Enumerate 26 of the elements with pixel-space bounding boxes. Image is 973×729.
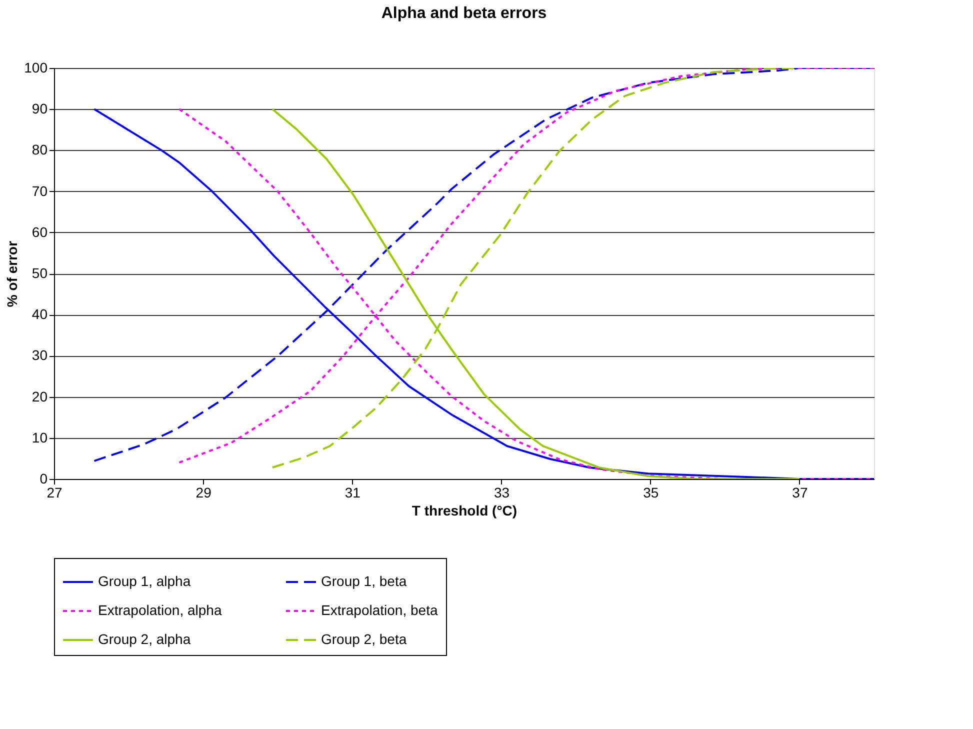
y-axis-title: % of error xyxy=(4,240,20,308)
x-tick-label: 29 xyxy=(196,484,212,500)
x-tick-label: 37 xyxy=(792,484,808,500)
y-tick-label: 40 xyxy=(32,306,48,322)
x-tick-label: 33 xyxy=(494,484,510,500)
chart-title: Alpha and beta errors xyxy=(381,5,547,22)
y-tick-label: 0 xyxy=(40,470,48,486)
y-tick-label: 80 xyxy=(32,142,48,158)
x-tick-label: 31 xyxy=(344,484,361,500)
y-tick-label: 10 xyxy=(32,429,48,446)
y-tick-label: 20 xyxy=(32,388,48,404)
y-tick-label: 30 xyxy=(32,347,48,364)
legend-label: Extrapolation, beta xyxy=(321,602,438,618)
x-tick-label: 27 xyxy=(46,484,62,500)
legend-label: Group 1, beta xyxy=(321,573,407,589)
y-tick-label: 70 xyxy=(32,182,48,199)
legend-label: Extrapolation, alpha xyxy=(98,602,222,618)
legend-label: Group 2, alpha xyxy=(98,631,191,647)
x-tick-label: 35 xyxy=(643,484,659,500)
y-tick-label: 90 xyxy=(32,100,48,117)
y-tick-label: 50 xyxy=(32,265,48,281)
legend-label: Group 2, beta xyxy=(321,631,407,647)
legend-label: Group 1, alpha xyxy=(98,573,191,589)
y-tick-label: 100 xyxy=(24,60,48,76)
y-tick-label: 60 xyxy=(32,224,48,240)
x-axis-title: T threshold (°C) xyxy=(412,502,518,518)
